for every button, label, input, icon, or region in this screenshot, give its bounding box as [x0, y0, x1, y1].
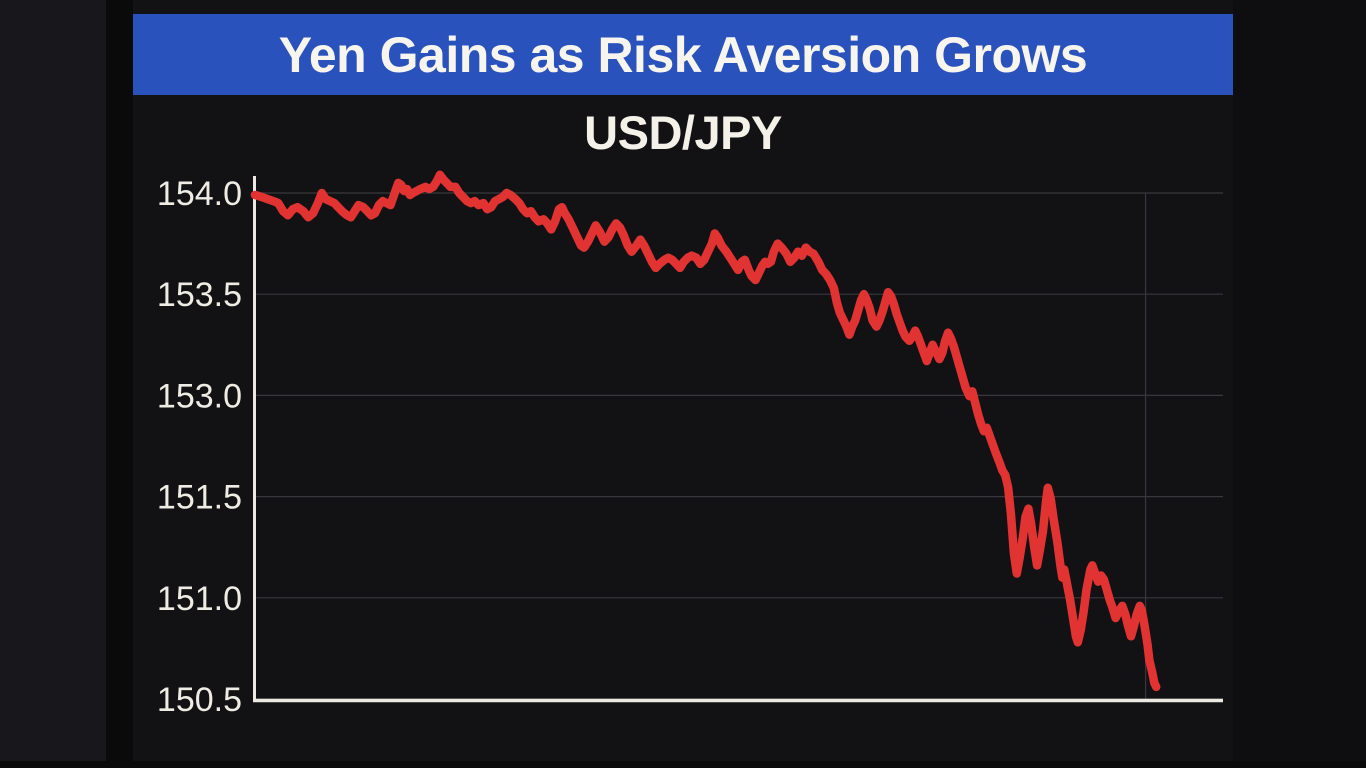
y-tick-label: 153.0: [157, 377, 242, 415]
right-letterbox: [1233, 0, 1366, 768]
usdjpy-price-line: [250, 170, 1161, 692]
y-tick-label: 153.5: [157, 276, 242, 314]
headline-banner: Yen Gains as Risk Aversion Grows: [133, 14, 1233, 95]
bottom-letterbox: [0, 761, 1366, 768]
left-divider: [106, 0, 133, 768]
y-tick-label: 154.0: [157, 175, 242, 213]
headline-title: Yen Gains as Risk Aversion Grows: [278, 26, 1088, 83]
content-panel: Yen Gains as Risk Aversion Grows USD/JPY: [133, 0, 1233, 768]
chart-title: USD/JPY: [584, 105, 782, 159]
y-tick-label: 151.0: [157, 580, 242, 618]
left-letterbox: [0, 0, 106, 768]
y-tick-label: 151.5: [157, 479, 242, 517]
y-tick-label: 150.5: [157, 681, 242, 719]
